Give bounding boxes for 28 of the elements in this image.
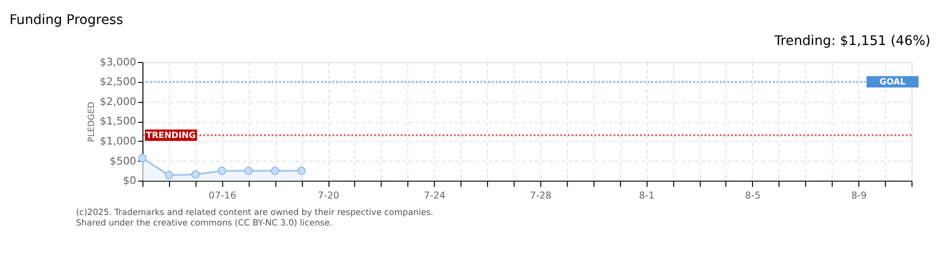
text: Trending: $1,151 (46%) (773, 34, 931, 49)
y-tick-label: $2,500 (100, 76, 136, 88)
y-tick-label: $500 (110, 155, 136, 168)
x-tick-label: 7-20 (318, 190, 340, 202)
x-tick-label: 7-24 (424, 190, 446, 202)
x-tick-label: 8-5 (745, 190, 761, 202)
y-tick-label: $3,000 (100, 56, 136, 68)
chart-title: Funding Progress (9, 13, 124, 28)
point (164, 171, 174, 180)
x-tick-label: 7-28 (530, 190, 552, 202)
point (297, 166, 306, 175)
y-tick-label: $0 (122, 175, 136, 188)
x-tick-label: 07-16 (208, 190, 236, 202)
ref-line-label: GOAL (879, 78, 906, 88)
point (218, 166, 226, 175)
text: Shared under the creative commons (CC BY-NC 3.0) license. (76, 218, 332, 228)
point (270, 166, 280, 175)
text: (c)2025. Trademarks and related content are owned by their respective companies. (76, 208, 434, 218)
ref-line-label: TRENDING (146, 131, 196, 142)
point (138, 154, 147, 162)
x-tick-label: 8-1 (639, 190, 655, 202)
y-axis-title: PLEDGED (87, 101, 98, 142)
point (191, 170, 200, 179)
y-tick-label: $1,000 (100, 135, 136, 148)
point (244, 166, 253, 175)
y-tick-label: $1,500 (100, 116, 136, 128)
x-tick-label: 8-9 (851, 190, 867, 202)
y-tick-label: $2,000 (100, 96, 136, 108)
